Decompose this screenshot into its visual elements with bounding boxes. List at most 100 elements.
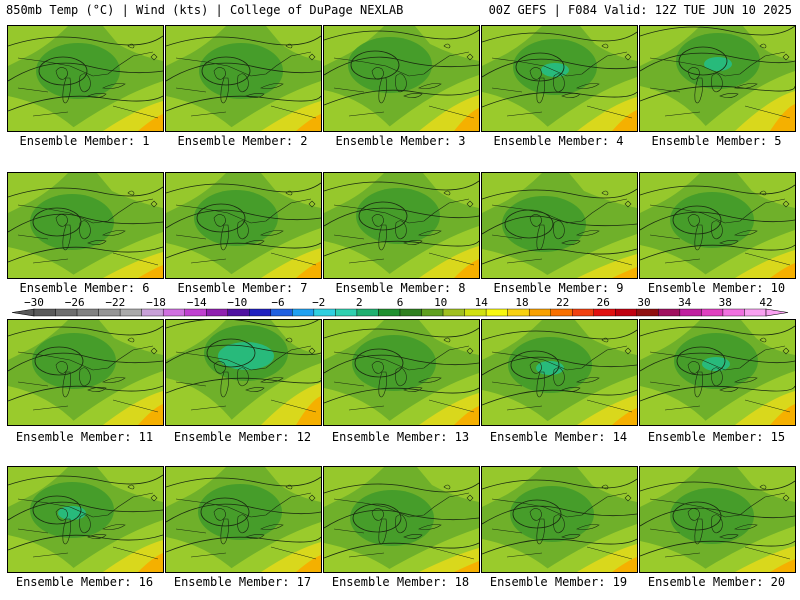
ensemble-member-label: Ensemble Member: 8 (335, 281, 466, 295)
ensemble-member-label: Ensemble Member: 17 (173, 575, 312, 589)
ensemble-map-panel (323, 319, 480, 426)
ensemble-member-label: Ensemble Member: 12 (173, 430, 312, 444)
colorbar-tick-label: −2 (312, 296, 325, 309)
colorbar-tick-label: −18 (146, 296, 166, 309)
colorbar-swatch (744, 308, 767, 317)
temperature-map (324, 467, 479, 572)
colorbar-swatch (593, 308, 616, 317)
colorbar-swatch (335, 308, 358, 317)
ensemble-member-label: Ensemble Member: 7 (177, 281, 308, 295)
ensemble-map-panel (481, 25, 638, 132)
colorbar-swatch (270, 308, 293, 317)
ensemble-map-panel (323, 25, 480, 132)
ensemble-member-label: Ensemble Member: 2 (177, 134, 308, 148)
ensemble-member-label: Ensemble Member: 13 (331, 430, 470, 444)
colorbar-swatch (162, 308, 185, 317)
temperature-map (482, 320, 637, 425)
ensemble-map-panel (7, 25, 164, 132)
colorbar-swatch (421, 308, 444, 317)
ensemble-member-label: Ensemble Member: 9 (493, 281, 624, 295)
ensemble-map-panel (481, 319, 638, 426)
ensemble-map-panel (165, 319, 322, 426)
header-run-info: 00Z GEFS | F084 Valid: 12Z TUE JUN 10 20… (488, 3, 792, 17)
ensemble-member-label: Ensemble Member: 5 (651, 134, 782, 148)
ensemble-member-label: Ensemble Member: 11 (15, 430, 154, 444)
colorbar-swatch (98, 308, 121, 317)
ensemble-map-panel (165, 25, 322, 132)
colorbar-swatch (722, 308, 745, 317)
temperature-map (640, 320, 795, 425)
colorbar-tick-label: 6 (397, 296, 404, 309)
colorbar-swatch (119, 308, 142, 317)
colorbar-tick-label: −10 (227, 296, 247, 309)
colorbar-swatch (615, 308, 638, 317)
colorbar-high-arrow (765, 308, 789, 317)
colorbar-tick-label: 2 (356, 296, 363, 309)
colorbar-swatch (292, 308, 315, 317)
colorbar-swatch (313, 308, 336, 317)
colorbar-swatch (378, 308, 401, 317)
ensemble-map-panel (323, 172, 480, 279)
temperature-map (8, 320, 163, 425)
colorbar-tick-label: 26 (597, 296, 610, 309)
colorbar-swatch (507, 308, 530, 317)
temperature-map (166, 173, 321, 278)
temperature-map (166, 320, 321, 425)
colorbar-swatch (464, 308, 487, 317)
colorbar-swatch (701, 308, 724, 317)
temperature-map (482, 173, 637, 278)
colorbar-swatch (249, 308, 272, 317)
colorbar-low-arrow (11, 308, 35, 317)
colorbar-tick-label: −14 (187, 296, 207, 309)
ensemble-member-label: Ensemble Member: 14 (489, 430, 628, 444)
ensemble-member-label: Ensemble Member: 18 (331, 575, 470, 589)
ensemble-member-label: Ensemble Member: 4 (493, 134, 624, 148)
temperature-map (8, 173, 163, 278)
colorbar-tick-label: 42 (759, 296, 772, 309)
colorbar-tick-label: −22 (105, 296, 125, 309)
ensemble-map-panel (165, 466, 322, 573)
ensemble-map-panel (481, 172, 638, 279)
temperature-map (166, 26, 321, 131)
ensemble-map-panel (481, 466, 638, 573)
ensemble-member-label: Ensemble Member: 3 (335, 134, 466, 148)
colorbar-tick-label: 10 (434, 296, 447, 309)
temperature-map (482, 467, 637, 572)
ensemble-map-panel (323, 466, 480, 573)
temperature-map (8, 467, 163, 572)
temperature-map (8, 26, 163, 131)
ensemble-map-panel (639, 466, 796, 573)
colorbar-tick-label: −30 (24, 296, 44, 309)
header-title: 850mb Temp (°C) | Wind (kts) | College o… (6, 3, 404, 17)
colorbar-swatch (227, 308, 250, 317)
ensemble-member-label: Ensemble Member: 15 (647, 430, 786, 444)
temperature-map (640, 173, 795, 278)
colorbar-tick-label: 38 (719, 296, 732, 309)
colorbar-tick-label: −26 (65, 296, 85, 309)
colorbar-tick-label: 34 (678, 296, 692, 309)
temperature-map (640, 467, 795, 572)
temperature-map (324, 173, 479, 278)
colorbar-swatch (485, 308, 508, 317)
colorbar-tick-label: −6 (271, 296, 284, 309)
ensemble-member-label: Ensemble Member: 19 (489, 575, 628, 589)
ensemble-map-panel (639, 25, 796, 132)
colorbar-swatch (572, 308, 594, 317)
colorbar-tick-label: 14 (475, 296, 489, 309)
colorbar-swatch (636, 308, 659, 317)
colorbar-swatch (356, 308, 379, 317)
colorbar-tick-label: 30 (637, 296, 650, 309)
ensemble-member-label: Ensemble Member: 16 (15, 575, 154, 589)
ensemble-member-label: Ensemble Member: 1 (19, 134, 150, 148)
colorbar-swatch (33, 308, 56, 317)
temperature-colorbar: −30 −26 −22 −18 −14 −10 −6 −2 2 6 10 14 18 22 26 30 34 38… (0, 296, 800, 320)
colorbar-swatch (550, 308, 573, 317)
ensemble-member-label: Ensemble Member: 6 (19, 281, 150, 295)
colorbar-swatch (399, 308, 422, 317)
colorbar-swatch (206, 308, 228, 317)
colorbar-swatch (658, 308, 681, 317)
temperature-map (166, 467, 321, 572)
colorbar-swatch (55, 308, 78, 317)
ensemble-map-panel (639, 319, 796, 426)
ensemble-map-panel (7, 172, 164, 279)
